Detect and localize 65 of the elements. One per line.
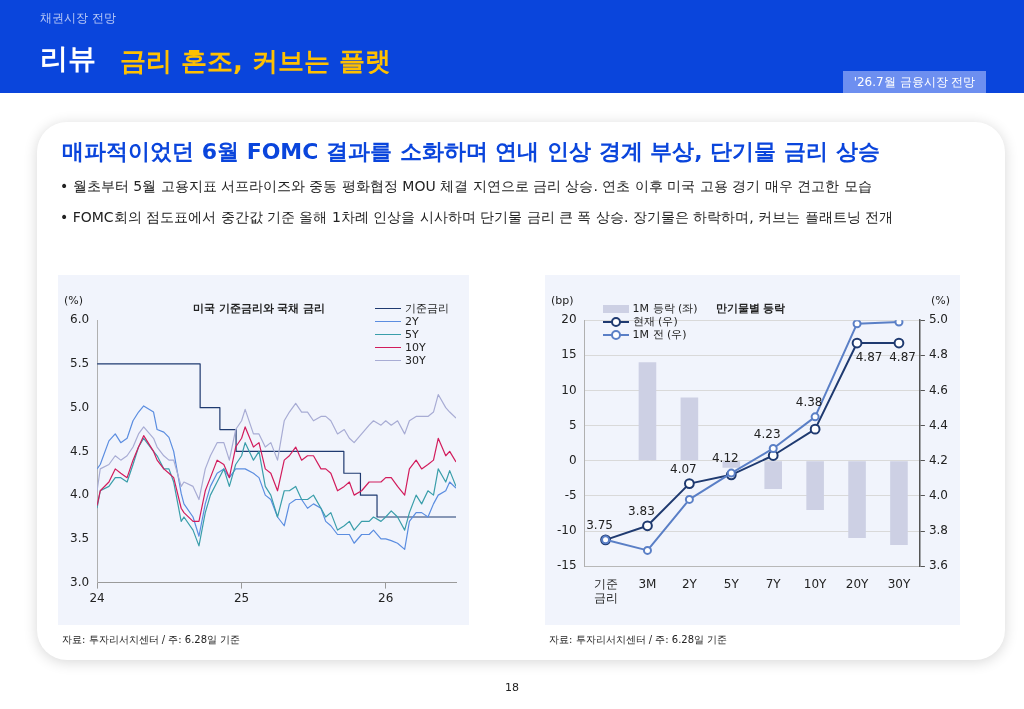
text: 18 — [504, 681, 520, 694]
y2-tick-label: 4.6 — [928, 382, 949, 397]
data-label: 4.07 — [670, 461, 697, 476]
x-tick-label: 20Y — [845, 576, 870, 591]
chart-title: 미국 기준금리와 국채 금리 — [192, 302, 326, 316]
y-tick-label: 0 — [568, 452, 577, 467]
y2-tick-label: 4.0 — [928, 488, 949, 503]
text: 자료: 투자리서치센터 / 주: 6.28일 기준 — [549, 633, 728, 647]
y-axis-title: (bp) — [551, 293, 574, 307]
y-tick-label: 4.5 — [69, 443, 90, 458]
data-label: 3.75 — [586, 517, 613, 532]
legend-label: 5Y — [405, 328, 419, 342]
y2-tick-label: 4.2 — [928, 452, 949, 467]
x-tick-label: 7Y — [765, 576, 782, 591]
y-tick-label: 3.0 — [69, 574, 90, 589]
legend-label: 2Y — [405, 315, 419, 329]
legend-label: 10Y — [405, 341, 426, 355]
data-label: 4.38 — [795, 394, 823, 409]
x-tick-label: 5Y — [723, 576, 740, 591]
data-label: 3.83 — [628, 503, 655, 518]
text: 리뷰 — [40, 41, 96, 77]
text: 채권시장 전망 — [40, 10, 116, 27]
text: • FOMC회의 점도표에서 중간값 기준 올해 1차례 인상을 시사하며 단기물 금리 큰 폭 상승. 장기물은 하락하며, 커브는 플래트닝 전개 — [60, 209, 894, 227]
chart-title: 만기물별 등락 — [715, 302, 786, 316]
y-tick-label: -5 — [564, 488, 577, 503]
data-label: 4.12 — [711, 451, 739, 466]
text: '26.7월 금융시장 전망 — [843, 71, 986, 93]
x-tick-label: 25 — [233, 590, 250, 605]
x-tick-label: 24 — [89, 590, 105, 605]
legend-label: 30Y — [405, 354, 426, 368]
x-tick-label: 10Y — [803, 576, 828, 591]
y-tick-label: -15 — [556, 558, 577, 573]
x-tick-label: 26 — [378, 590, 394, 605]
text: 자료: 투자리서치센터 / 주: 6.28일 기준 — [62, 633, 241, 647]
y-tick-label: 10 — [561, 382, 577, 397]
data-label: 4.23 — [753, 426, 781, 441]
legend-label: 현재 (우) — [632, 315, 678, 329]
x-tick-label: 3M — [638, 576, 657, 591]
text: • 월초부터 5월 고용지표 서프라이즈와 중동 평화협정 MOU 체결 지연으로 금리 상승. 연초 이후 미국 고용 경기 매우 견고한 모습 — [60, 178, 872, 196]
x-tick-label: 30Y — [887, 576, 911, 591]
legend-label: 1M 전 (우) — [632, 328, 687, 342]
legend-label: 기준금리 — [405, 302, 449, 316]
y2-tick-label: 5.0 — [928, 312, 949, 327]
y2-tick-label: 3.8 — [928, 523, 949, 538]
y-tick-label: 5.5 — [69, 356, 90, 371]
y-tick-label: 6.0 — [69, 312, 90, 327]
y-tick-label: 4.0 — [69, 487, 90, 502]
y2-axis-title: (%) — [930, 293, 950, 307]
text: 매파적이었던 6월 FOMC 결과를 소화하며 연내 인상 경계 부상, 단기물 금리 상승 — [62, 138, 880, 166]
x-tick-label: 기준 금리 — [593, 576, 618, 605]
legend-label: 1M 등락 (좌) — [632, 302, 698, 316]
y-tick-label: 15 — [561, 347, 577, 362]
data-label: 4.87 — [889, 350, 916, 365]
text: 금리 혼조, 커브는 플랫 — [120, 45, 392, 78]
y-axis-title: (%) — [64, 293, 84, 307]
data-label: 4.87 — [855, 350, 883, 365]
y-tick-label: 5.0 — [69, 399, 90, 414]
y2-tick-label: 3.6 — [928, 558, 949, 573]
y2-tick-label: 4.4 — [928, 417, 949, 432]
y-tick-label: 5 — [568, 417, 577, 432]
y-tick-label: 20 — [561, 312, 577, 327]
y-tick-label: -10 — [556, 523, 577, 538]
x-tick-label: 2Y — [681, 576, 698, 591]
y-tick-label: 3.5 — [69, 530, 90, 545]
y2-tick-label: 4.8 — [928, 347, 949, 362]
